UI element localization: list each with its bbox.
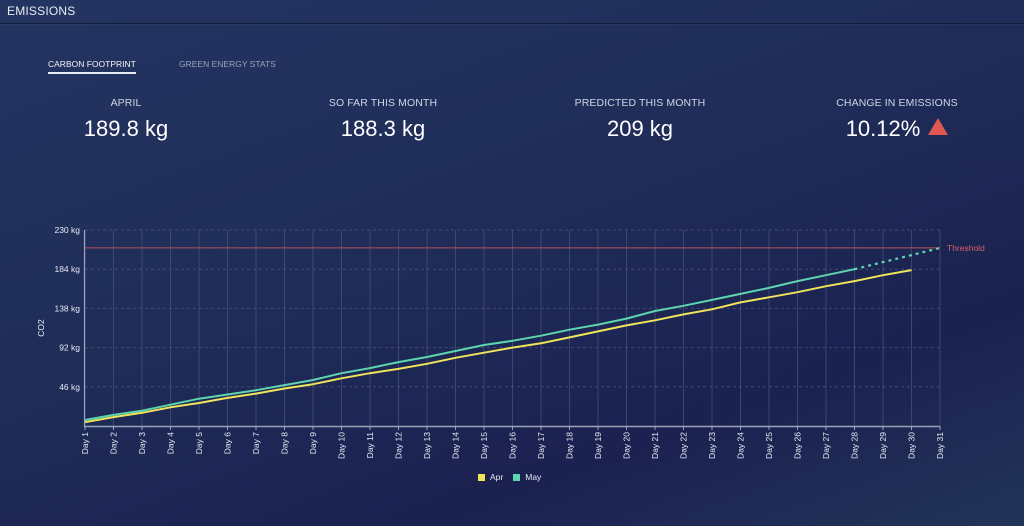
tab-label: CARBON FOOTPRINT [48,59,136,69]
svg-text:Day 3: Day 3 [137,432,147,454]
stat-predicted-this-month: PREDICTED THIS MONTH 209 kg [530,97,750,142]
svg-text:Day 19: Day 19 [593,432,603,459]
svg-text:Day 29: Day 29 [878,432,888,459]
svg-text:Day 4: Day 4 [166,432,176,454]
svg-text:Day 9: Day 9 [308,432,318,454]
svg-text:Day 28: Day 28 [850,432,860,459]
svg-text:Day 12: Day 12 [394,432,404,459]
svg-text:Day 21: Day 21 [650,432,660,459]
stat-value: 189.8 kg [83,116,169,141]
svg-text:Day 1: Day 1 [80,432,90,454]
svg-text:Day 8: Day 8 [280,432,290,454]
stat-change-in-emissions: CHANGE IN EMISSIONS 10.12% [787,97,1007,142]
tab-label: GREEN ENERGY STATS [179,59,276,69]
stat-label: CHANGE IN EMISSIONS [836,97,958,109]
stat-value-wrap: 10.12% [787,116,1007,142]
svg-text:138 kg: 138 kg [54,303,80,313]
svg-text:Day 25: Day 25 [764,432,774,459]
stat-value: 10.12% [845,116,921,141]
svg-text:184 kg: 184 kg [54,264,80,274]
stat-value: 209 kg [606,116,674,141]
svg-text:Day 23: Day 23 [707,432,717,459]
series-line-may-projected [854,246,941,271]
legend-item-may[interactable]: May [513,472,541,482]
svg-text:Day 17: Day 17 [536,432,546,459]
svg-text:Day 15: Day 15 [479,432,489,459]
legend-swatch-apr [478,473,485,481]
chart-grid [84,229,941,426]
stat-label: APRIL [110,97,142,109]
svg-text:Day 24: Day 24 [736,432,746,459]
svg-text:92 kg: 92 kg [59,343,80,353]
legend-item-apr[interactable]: Apr [478,472,503,482]
svg-text:Day 30: Day 30 [907,432,917,459]
active-tab-underline [48,72,136,74]
svg-text:Day 5: Day 5 [194,432,204,454]
series-line-apr [84,269,912,424]
svg-text:Day 6: Day 6 [223,432,233,454]
stat-april: APRIL 189.8 kg [16,97,236,142]
svg-text:Day 22: Day 22 [679,432,689,459]
svg-text:Day 18: Day 18 [565,432,575,459]
legend-label: Apr [490,472,504,482]
svg-text:Day 14: Day 14 [451,432,461,459]
svg-text:230 kg: 230 kg [54,225,80,235]
stat-so-far-this-month: SO FAR THIS MONTH 188.3 kg [273,97,493,142]
svg-text:Day 2: Day 2 [109,432,119,454]
svg-text:Day 10: Day 10 [337,432,347,459]
svg-text:46 kg: 46 kg [59,382,80,392]
legend-swatch-may [513,473,521,481]
stat-label: PREDICTED THIS MONTH [574,97,706,109]
y-axis: 46 kg 92 kg 138 kg 184 kg 230 kg [54,225,86,427]
triangle-up-icon [928,118,949,135]
stat-value: 188.3 kg [340,116,426,141]
x-axis: Day 1 Day 2 Day 3 Day 4 Day 5 Day 6 Day 7 Day 8… [80,425,945,459]
y-axis-title: CO2 [36,319,46,337]
tab-carbon-footprint[interactable]: CARBON FOOTPRINT [48,59,136,74]
chart-lines [84,246,941,424]
svg-text:Threshold: Threshold [947,243,985,253]
svg-text:Day 16: Day 16 [508,432,518,459]
threshold-line: Threshold [85,243,985,253]
svg-text:Day 27: Day 27 [821,432,831,459]
svg-text:Day 7: Day 7 [251,432,261,454]
svg-text:Day 31: Day 31 [935,432,945,459]
series-line-may [84,268,855,421]
svg-text:Day 26: Day 26 [793,432,803,459]
page-title: EMISSIONS [7,4,76,18]
svg-text:Day 11: Day 11 [365,432,375,459]
top-bar: EMISSIONS [0,0,1024,24]
svg-text:Day 13: Day 13 [422,432,432,459]
legend-label: May [525,472,542,482]
chart-legend: Apr May [478,472,541,482]
stat-label: SO FAR THIS MONTH [328,97,438,109]
tab-green-energy-stats[interactable]: GREEN ENERGY STATS [179,59,276,69]
svg-text:Day 20: Day 20 [622,432,632,459]
